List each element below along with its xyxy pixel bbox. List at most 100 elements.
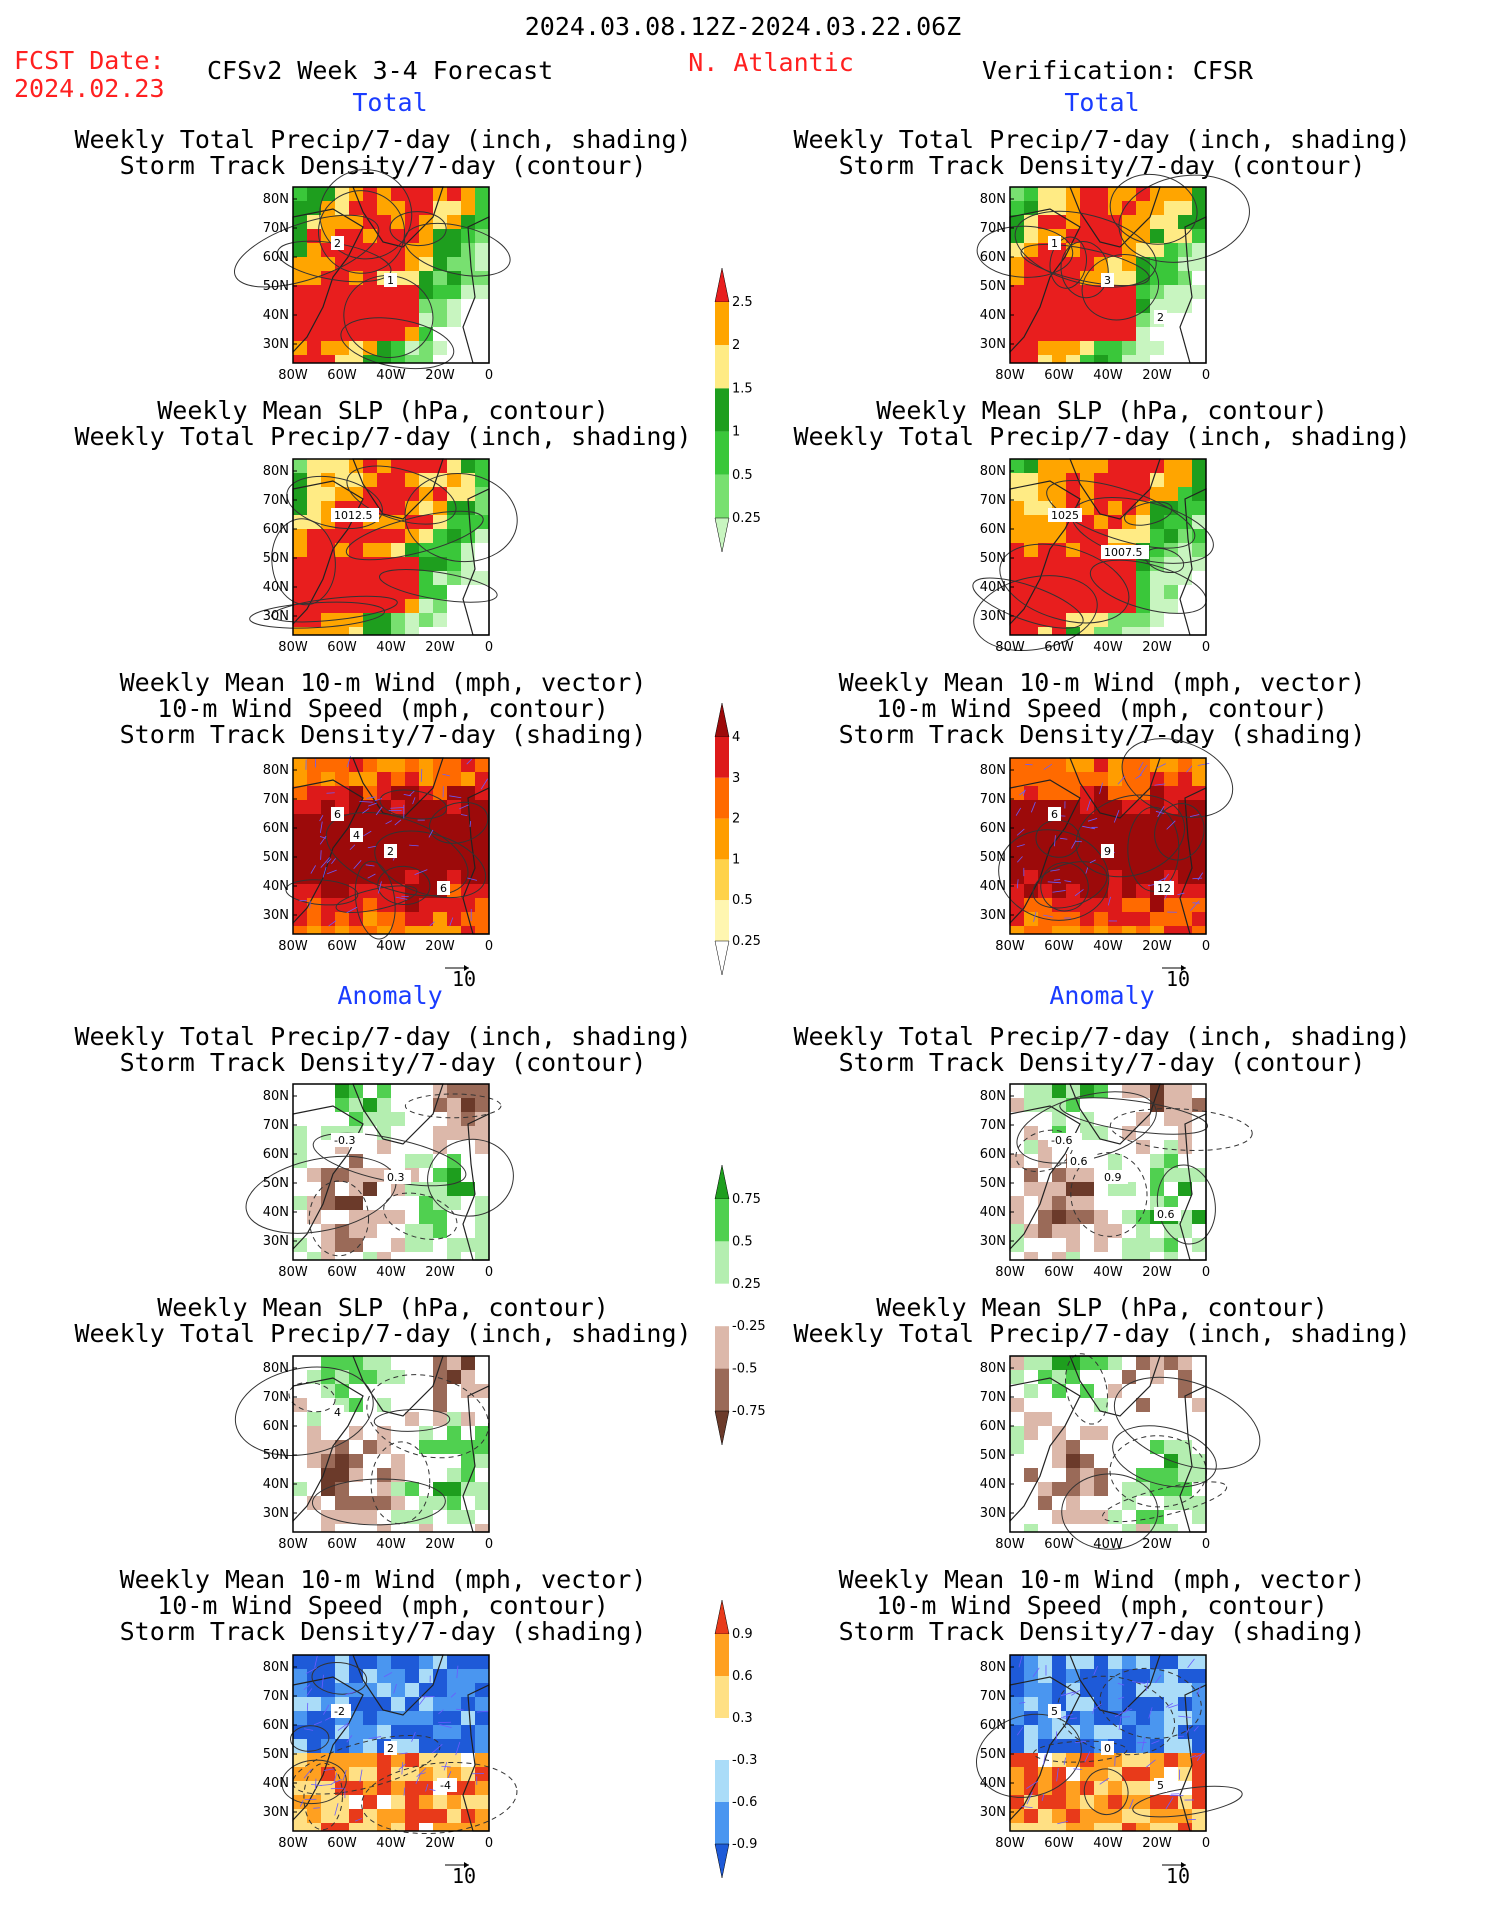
shade-cell — [419, 926, 433, 934]
shade-cell — [1024, 1683, 1038, 1697]
shade-cell — [1010, 884, 1024, 898]
shade-cell — [1164, 599, 1178, 613]
wind-vector — [1197, 1749, 1205, 1761]
wind-vector — [320, 857, 330, 868]
shade-cell — [1052, 459, 1066, 473]
shade-cell — [321, 912, 335, 926]
section-total-right: Total — [1064, 88, 1140, 117]
shade-cell — [1038, 1496, 1052, 1510]
shade-cell — [1122, 187, 1136, 201]
shade-cell — [447, 1753, 461, 1767]
shade-cell — [391, 1655, 405, 1669]
shade-cell — [433, 1182, 447, 1196]
wind-vector — [415, 1774, 421, 1785]
title-L6-a: Weekly Mean 10-m Wind (mph, vector) — [119, 1565, 647, 1594]
shade-cell — [1094, 215, 1108, 229]
shade-cell — [475, 870, 489, 884]
lon-tick-label: 60W — [1044, 368, 1074, 383]
wind-vector — [1099, 782, 1103, 795]
shade-cell — [1052, 285, 1066, 299]
colorbar-segment — [715, 900, 729, 941]
wind-vector — [1192, 877, 1203, 880]
wind-vector — [1063, 1757, 1067, 1765]
wind-vector — [1026, 1791, 1033, 1805]
shade-cell — [1052, 870, 1066, 884]
shade-cell — [1108, 473, 1122, 487]
shade-cell — [405, 1154, 419, 1168]
wind-vector — [323, 1704, 330, 1715]
shade-cell — [335, 355, 349, 363]
shade-cell — [307, 828, 321, 842]
shade-cell — [1066, 884, 1080, 898]
shade-cell — [1108, 1795, 1122, 1809]
shade-cell — [363, 1809, 377, 1823]
shade-cell — [1164, 529, 1178, 543]
shade-cell — [1010, 1781, 1024, 1795]
shade-cell — [1010, 299, 1024, 313]
lat-tick-label: 60N — [263, 250, 289, 265]
contour-label: 0.6 — [1070, 1155, 1088, 1168]
shade-cell — [461, 926, 475, 934]
shade-cell — [1150, 271, 1164, 285]
lon-tick-label: 80W — [995, 640, 1025, 655]
shade-cell — [419, 1781, 433, 1795]
shade-cell — [1066, 487, 1080, 501]
wind-vector — [346, 1735, 353, 1743]
shade-cell — [1164, 912, 1178, 926]
shade-cell — [307, 1412, 321, 1426]
lon-tick-label: 60W — [1044, 1537, 1074, 1552]
shade-cell — [391, 557, 405, 571]
shade-cell — [1108, 1224, 1122, 1238]
shade-cell — [447, 1697, 461, 1711]
contour-line — [1099, 1667, 1202, 1739]
shade-cell — [1150, 459, 1164, 473]
lat-tick-label: 80N — [263, 192, 289, 207]
shade-cell — [1010, 1725, 1024, 1739]
shade-cell — [1024, 187, 1038, 201]
shade-cell — [1038, 1725, 1052, 1739]
shade-cell — [1150, 571, 1164, 585]
shade-cell — [377, 1823, 391, 1831]
shade-cell — [475, 912, 489, 926]
contour-label-bg — [331, 1405, 344, 1419]
shade-cell — [405, 613, 419, 627]
contour-line — [1020, 243, 1150, 287]
lon-tick-label: 60W — [1044, 1265, 1074, 1280]
shade-cell — [391, 1482, 405, 1496]
shade-cell — [1164, 585, 1178, 599]
shade-cell — [419, 243, 433, 257]
shade-cell — [1164, 201, 1178, 215]
shade-cell — [391, 257, 405, 271]
shade-cell — [1108, 912, 1122, 926]
wind-vector — [1082, 825, 1096, 830]
colorbar-segment — [715, 388, 729, 432]
wind-vector — [449, 795, 462, 799]
shade-cell — [1010, 1356, 1024, 1370]
shade-cell — [1010, 627, 1024, 635]
shade-cell — [1164, 1168, 1178, 1182]
shade-cell — [1122, 1781, 1136, 1795]
shade-cell — [377, 912, 391, 926]
shade-cell — [1150, 501, 1164, 515]
shade-cell — [1094, 557, 1108, 571]
shade-cell — [377, 1398, 391, 1412]
shade-cell — [1122, 1725, 1136, 1739]
shade-cell — [1150, 1524, 1164, 1532]
shade-cell — [1010, 257, 1024, 271]
shade-cell — [1052, 1795, 1066, 1809]
shade-cell — [1024, 870, 1038, 884]
shade-cell — [1052, 912, 1066, 926]
shade-cell — [1192, 1210, 1206, 1224]
lat-tick-label: 80N — [980, 1361, 1006, 1376]
shade-cell — [405, 828, 419, 842]
contour-line — [1113, 1376, 1261, 1470]
lat-tick-label: 60N — [980, 821, 1006, 836]
shade-cell — [1192, 856, 1206, 870]
shade-cell — [1122, 1084, 1136, 1098]
vector-ref-arrowhead — [464, 1862, 469, 1868]
shade-cell — [377, 1524, 391, 1532]
shade-cell — [419, 501, 433, 515]
shade-cell — [405, 772, 419, 786]
